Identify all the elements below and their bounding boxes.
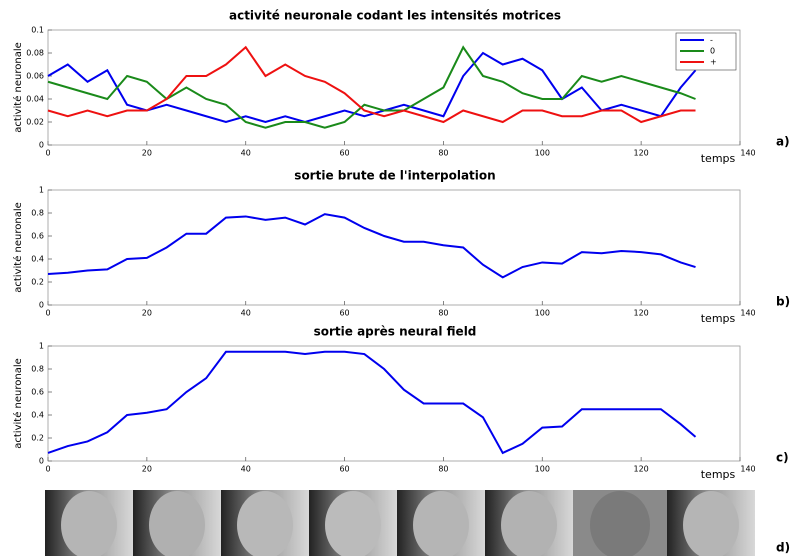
x-tick-label: 100 [535, 309, 550, 318]
y-tick-label: 0.2 [31, 434, 44, 443]
panel-label: c) [776, 451, 789, 465]
x-tick-label: 60 [339, 465, 349, 474]
x-tick-label: 140 [740, 309, 755, 318]
x-tick-label: 60 [339, 309, 349, 318]
y-tick-label: 0 [39, 457, 44, 466]
x-tick-label: 140 [740, 465, 755, 474]
legend-label: 0 [710, 47, 715, 56]
y-tick-label: 0.1 [31, 26, 44, 35]
x-tick-label: 80 [438, 309, 448, 318]
plot-frame [47, 29, 741, 146]
chart-title: sortie brute de l'interpolation [294, 169, 495, 183]
x-tick-label: 0 [45, 149, 50, 158]
x-tick-label: 20 [142, 465, 152, 474]
y-tick-label: 0.02 [26, 118, 44, 127]
x-tick-label: 120 [634, 309, 649, 318]
y-tick-label: 0.4 [31, 255, 44, 264]
x-tick-label: 100 [535, 149, 550, 158]
photo-strip [45, 490, 755, 556]
x-tick-label: 80 [438, 465, 448, 474]
x-tick-label: 40 [241, 465, 251, 474]
x-tick-label: 0 [45, 465, 50, 474]
y-tick-label: 0.08 [26, 49, 44, 58]
x-tick-label: 120 [634, 149, 649, 158]
x-tick-label: 40 [241, 149, 251, 158]
y-tick-label: 0 [39, 301, 44, 310]
chart-title: activité neuronale codant les intensités… [229, 9, 561, 23]
panel-label: d) [776, 541, 790, 555]
data-line [47, 213, 696, 279]
plot-frame [47, 189, 741, 306]
y-tick-label: 0.6 [31, 388, 44, 397]
y-tick-label: 0.2 [31, 278, 44, 287]
panel-label: a) [776, 135, 790, 149]
data-line [47, 45, 696, 129]
x-tick-label: 40 [241, 309, 251, 318]
x-tick-label: 20 [142, 149, 152, 158]
y-tick-label: 1 [39, 342, 44, 351]
photo [397, 490, 485, 556]
x-tick-label: 0 [45, 309, 50, 318]
x-tick-label: 60 [339, 149, 349, 158]
x-tick-label: 20 [142, 309, 152, 318]
y-tick-label: 0.04 [26, 95, 44, 104]
photo [221, 490, 309, 556]
photo [573, 490, 667, 556]
x-axis-label: temps [701, 152, 736, 165]
x-axis-label: temps [701, 468, 736, 481]
y-tick-label: 0.8 [31, 209, 44, 218]
plot-frame [47, 345, 741, 462]
chart-title: sortie après neural field [314, 325, 477, 339]
y-tick-label: 0.8 [31, 365, 44, 374]
panel-label: b) [776, 295, 790, 309]
y-tick-label: 0.06 [26, 72, 44, 81]
y-tick-label: 1 [39, 186, 44, 195]
data-line [47, 350, 697, 455]
x-tick-label: 100 [535, 465, 550, 474]
y-axis-label: activité neuronale [12, 42, 24, 133]
x-tick-label: 80 [438, 149, 448, 158]
y-axis-label: activité neuronale [12, 358, 24, 449]
legend-label: - [710, 36, 713, 45]
data-line [47, 45, 696, 124]
y-tick-label: 0 [39, 141, 44, 150]
photo [45, 490, 133, 556]
y-axis-label: activité neuronale [12, 202, 24, 293]
x-tick-label: 120 [634, 465, 649, 474]
y-tick-label: 0.6 [31, 232, 44, 241]
photo [133, 490, 221, 556]
y-tick-label: 0.4 [31, 411, 44, 420]
x-axis-label: temps [701, 312, 736, 325]
legend-label: + [710, 58, 717, 67]
photo [667, 490, 755, 556]
photo [485, 490, 573, 556]
photo [309, 490, 397, 556]
x-tick-label: 140 [740, 149, 755, 158]
